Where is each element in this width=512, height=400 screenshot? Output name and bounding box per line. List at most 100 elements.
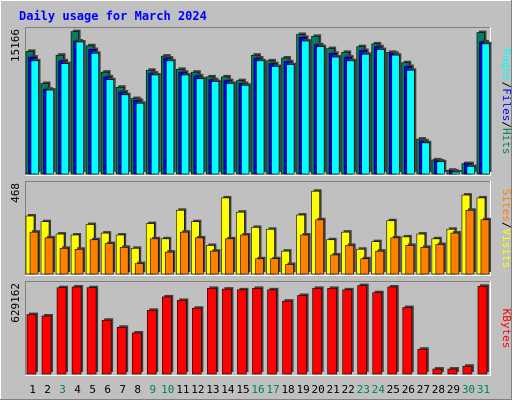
bar-kbytes-day-17: [267, 289, 277, 375]
right-legend: Sites/Visits: [500, 189, 512, 269]
bar-kbytes-day-16: [252, 288, 262, 375]
legend-sep: /: [500, 222, 512, 229]
x-tick-label-day-27: 27: [417, 383, 430, 396]
bar-sites-day-14: [225, 238, 234, 275]
bar-pages-day-27: [421, 142, 430, 175]
bar-pages-day-9: [150, 74, 160, 175]
bar-sites-day-22: [345, 245, 354, 275]
x-tick-label-day-6: 6: [104, 383, 111, 396]
ymax-label-middle: 468: [9, 183, 22, 203]
bar-sites-day-29: [450, 232, 460, 275]
x-tick-label-day-14: 14: [221, 383, 235, 396]
bar-kbytes-day-23: [357, 285, 368, 375]
bar-pages-day-17: [271, 66, 280, 175]
panel-kbytes: 629162 KBytes: [9, 281, 512, 376]
bar-sites-day-28: [435, 244, 445, 275]
legend-sites: Sites: [500, 189, 512, 222]
bar-pages-day-16: [256, 60, 265, 175]
bar-sites-day-15: [240, 234, 249, 275]
bar-sites-day-17: [270, 258, 279, 275]
bar-sites-day-16: [255, 258, 264, 275]
x-tick-label-day-12: 12: [191, 383, 204, 396]
bar-kbytes-day-3: [56, 287, 67, 375]
bar-pages-day-2: [45, 89, 54, 175]
bar-pages-day-6: [105, 79, 114, 175]
x-tick-label-day-1: 1: [29, 383, 36, 396]
bar-kbytes-day-7: [116, 327, 127, 375]
bar-pages-day-10: [165, 60, 175, 175]
bar-sites-day-19: [300, 234, 309, 275]
bar-sites-day-27: [420, 247, 430, 275]
bar-kbytes-day-13: [207, 288, 217, 375]
bar-sites-day-25: [390, 237, 400, 275]
bar-kbytes-day-19: [297, 295, 307, 375]
bar-sites-day-7: [119, 247, 129, 275]
bar-pages-day-22: [346, 60, 355, 175]
x-tick-label-day-13: 13: [206, 383, 219, 396]
bar-sites-day-18: [285, 264, 294, 275]
bar-kbytes-day-12: [192, 307, 202, 375]
bar-pages-day-8: [135, 102, 145, 175]
bar-kbytes-day-6: [101, 319, 112, 375]
x-tick-label-day-26: 26: [402, 383, 415, 396]
bar-sites-day-2: [44, 237, 54, 275]
x-tick-label-day-3: 3: [59, 383, 66, 396]
x-tick-label-day-5: 5: [89, 383, 96, 396]
bar-kbytes-day-29: [447, 368, 458, 375]
bar-pages-day-30: [466, 166, 475, 175]
bar-kbytes-day-24: [372, 292, 383, 375]
bar-pages-day-3: [60, 63, 69, 175]
bar-sites-day-20: [315, 219, 324, 275]
bar-sites-day-9: [149, 238, 159, 275]
right-legend: KBytes: [500, 309, 512, 349]
ymax-label-top: 15166: [9, 29, 22, 62]
bar-sites-day-12: [195, 237, 204, 275]
bar-kbytes-day-2: [41, 315, 52, 375]
x-tick-label-day-4: 4: [74, 383, 81, 396]
bar-pages-day-1: [30, 60, 39, 175]
chart-title: Daily usage for March 2024: [19, 9, 207, 23]
x-tick-label-day-17: 17: [266, 383, 279, 396]
bar-pages-day-19: [301, 40, 310, 175]
bar-kbytes-day-27: [417, 348, 428, 375]
ymax-label-bottom: 629162: [9, 283, 22, 323]
bar-kbytes-day-11: [177, 300, 187, 375]
bar-sites-day-21: [330, 254, 339, 275]
panel-visits-sites: 468 Sites/Visits: [9, 181, 512, 276]
x-tick-label-day-23: 23: [357, 383, 370, 396]
x-tick-label-day-16: 16: [251, 383, 264, 396]
bar-kbytes-day-8: [131, 332, 142, 375]
bar-pages-day-14: [226, 83, 235, 175]
bar-kbytes-day-9: [146, 310, 157, 375]
bar-pages-day-5: [90, 53, 99, 175]
bar-kbytes-day-31: [477, 285, 488, 375]
bar-pages-day-28: [436, 161, 445, 175]
bar-kbytes-day-21: [327, 288, 337, 375]
bar-pages-day-31: [481, 43, 490, 175]
x-tick-label-day-21: 21: [327, 383, 340, 396]
bar-kbytes-day-14: [222, 288, 232, 375]
bar-pages-day-4: [75, 41, 84, 175]
bar-kbytes-day-10: [161, 296, 172, 375]
bar-sites-day-1: [29, 231, 39, 275]
x-tick-label-day-22: 22: [342, 383, 355, 396]
x-tick-label-day-7: 7: [119, 383, 126, 396]
x-tick-label-day-29: 29: [447, 383, 460, 396]
x-tick-label-day-28: 28: [432, 383, 445, 396]
bar-kbytes-day-4: [71, 286, 82, 375]
legend-files: Files: [500, 88, 512, 121]
bar-kbytes-day-5: [86, 287, 97, 375]
x-tick-label-day-25: 25: [387, 383, 400, 396]
x-tick-label-day-11: 11: [176, 383, 189, 396]
bar-kbytes-day-22: [342, 289, 352, 375]
x-tick-label-day-2: 2: [44, 383, 51, 396]
bar-sites-day-6: [104, 243, 114, 275]
bar-kbytes-day-18: [282, 300, 292, 375]
x-tick-label-day-24: 24: [372, 383, 386, 396]
bar-pages-day-15: [241, 85, 250, 175]
bar-sites-day-30: [465, 209, 475, 275]
bar-pages-day-29-shadow: [453, 170, 462, 172]
